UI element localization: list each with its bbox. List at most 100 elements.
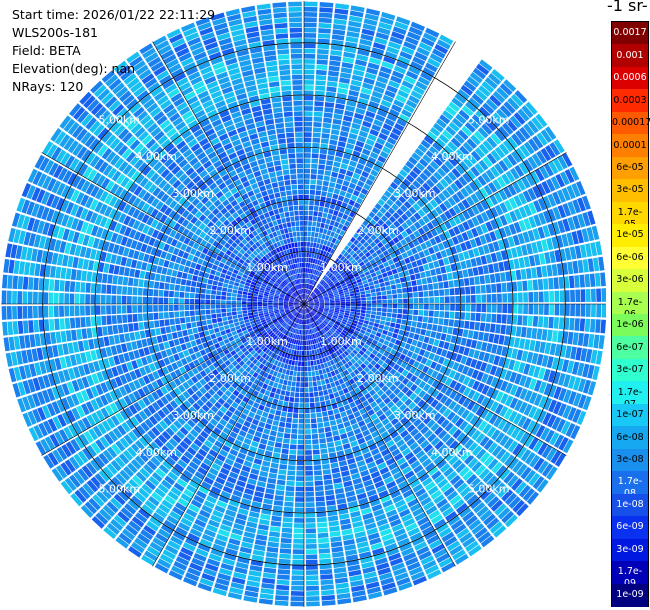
- ray-gate: [111, 476, 123, 489]
- ray-gate: [316, 254, 320, 260]
- ray-gate: [379, 16, 394, 26]
- ray-gate: [425, 202, 434, 211]
- ray-gate: [554, 290, 560, 303]
- ray-gate: [312, 444, 320, 450]
- ray-gate: [425, 270, 431, 278]
- ray-gate: [317, 284, 321, 289]
- ray-gate: [342, 443, 351, 450]
- ray-gate: [330, 328, 335, 333]
- ray-gate: [295, 306, 300, 310]
- ray-gate: [175, 526, 188, 537]
- ray-gate: [130, 459, 142, 470]
- ray-gate: [93, 360, 101, 372]
- ray-gate: [410, 21, 425, 32]
- ray-gate: [277, 361, 282, 367]
- ray-gate: [103, 336, 110, 347]
- ray-gate: [327, 510, 338, 517]
- ray-gate: [262, 572, 276, 579]
- ray-gate: [281, 527, 293, 533]
- ray-gate: [346, 495, 357, 503]
- ray-gate: [326, 404, 333, 411]
- ray-gate: [109, 402, 119, 414]
- ray-gate: [350, 243, 356, 250]
- ray-gate: [264, 361, 271, 367]
- ray-gate: [192, 523, 205, 533]
- ray-gate: [350, 510, 361, 518]
- ray-gate: [362, 267, 369, 273]
- ray-gate: [567, 375, 576, 390]
- ray-gate: [151, 401, 161, 412]
- ray-gate: [388, 485, 399, 494]
- ray-gate: [424, 304, 429, 310]
- ray-gate: [444, 511, 458, 522]
- ray-gate: [211, 318, 218, 324]
- ray-gate: [22, 396, 31, 411]
- ray-gate: [161, 406, 171, 416]
- ray-gate: [291, 580, 304, 586]
- ray-gate: [571, 231, 579, 245]
- ray-gate: [291, 381, 296, 387]
- ray-gate: [17, 398, 27, 413]
- ray-gate: [122, 323, 129, 333]
- ray-gate: [226, 397, 234, 405]
- ray-gate: [558, 276, 565, 289]
- ray-gate: [367, 370, 374, 377]
- ray-gate: [329, 393, 335, 400]
- ray-gate: [254, 330, 261, 335]
- ray-gate: [455, 354, 463, 363]
- ray-gate: [100, 394, 109, 406]
- ray-gate: [344, 268, 350, 273]
- ray-gate: [556, 263, 563, 276]
- ray-gate: [314, 95, 325, 102]
- ray-gate: [339, 340, 345, 346]
- ray-gate: [317, 33, 331, 39]
- ray-gate: [315, 343, 319, 349]
- ray-gate: [323, 421, 330, 428]
- ray-gate: [373, 215, 380, 222]
- ray-gate: [361, 276, 367, 282]
- ray-gate: [355, 140, 365, 148]
- ray-gate: [306, 350, 310, 356]
- ray-gate: [370, 314, 376, 319]
- ray-gate: [372, 339, 378, 345]
- ray-gate: [354, 264, 361, 270]
- ray-gate: [499, 368, 508, 380]
- ray-gate: [77, 419, 87, 432]
- ray-gate: [316, 222, 321, 228]
- ray-gate: [308, 284, 311, 290]
- ray-gate: [298, 424, 304, 429]
- ray-gate: [398, 195, 407, 204]
- ray-gate: [523, 204, 533, 217]
- ray-gate: [253, 458, 263, 465]
- ray-gate: [321, 133, 330, 139]
- ray-gate: [469, 277, 475, 286]
- ray-gate: [218, 567, 233, 576]
- ray-gate: [344, 363, 350, 369]
- ray-gate: [212, 587, 227, 597]
- ray-gate: [298, 334, 301, 340]
- ray-gate: [345, 192, 352, 199]
- ray-gate: [36, 391, 46, 405]
- ray-gate: [317, 325, 321, 331]
- ray-gate: [462, 269, 469, 278]
- ray-gate: [544, 251, 551, 264]
- ray-gate: [314, 396, 320, 403]
- ray-gate: [434, 304, 440, 311]
- ray-gate: [335, 98, 346, 105]
- ray-gate: [464, 320, 470, 329]
- ray-gate: [60, 330, 67, 343]
- ray-gate: [304, 74, 315, 80]
- ray-gate: [444, 311, 450, 319]
- ray-gate: [448, 121, 460, 133]
- ray-gate: [244, 332, 250, 338]
- ray-gate: [518, 484, 531, 498]
- ray-gate: [292, 322, 296, 328]
- ray-gate: [386, 547, 400, 557]
- ray-gate: [304, 121, 313, 127]
- ray-gate: [248, 411, 256, 418]
- ray-gate: [65, 441, 77, 455]
- ray-gate: [324, 356, 330, 362]
- ray-gate: [159, 319, 165, 327]
- ray-gate: [363, 183, 371, 191]
- ray-gate: [407, 561, 421, 571]
